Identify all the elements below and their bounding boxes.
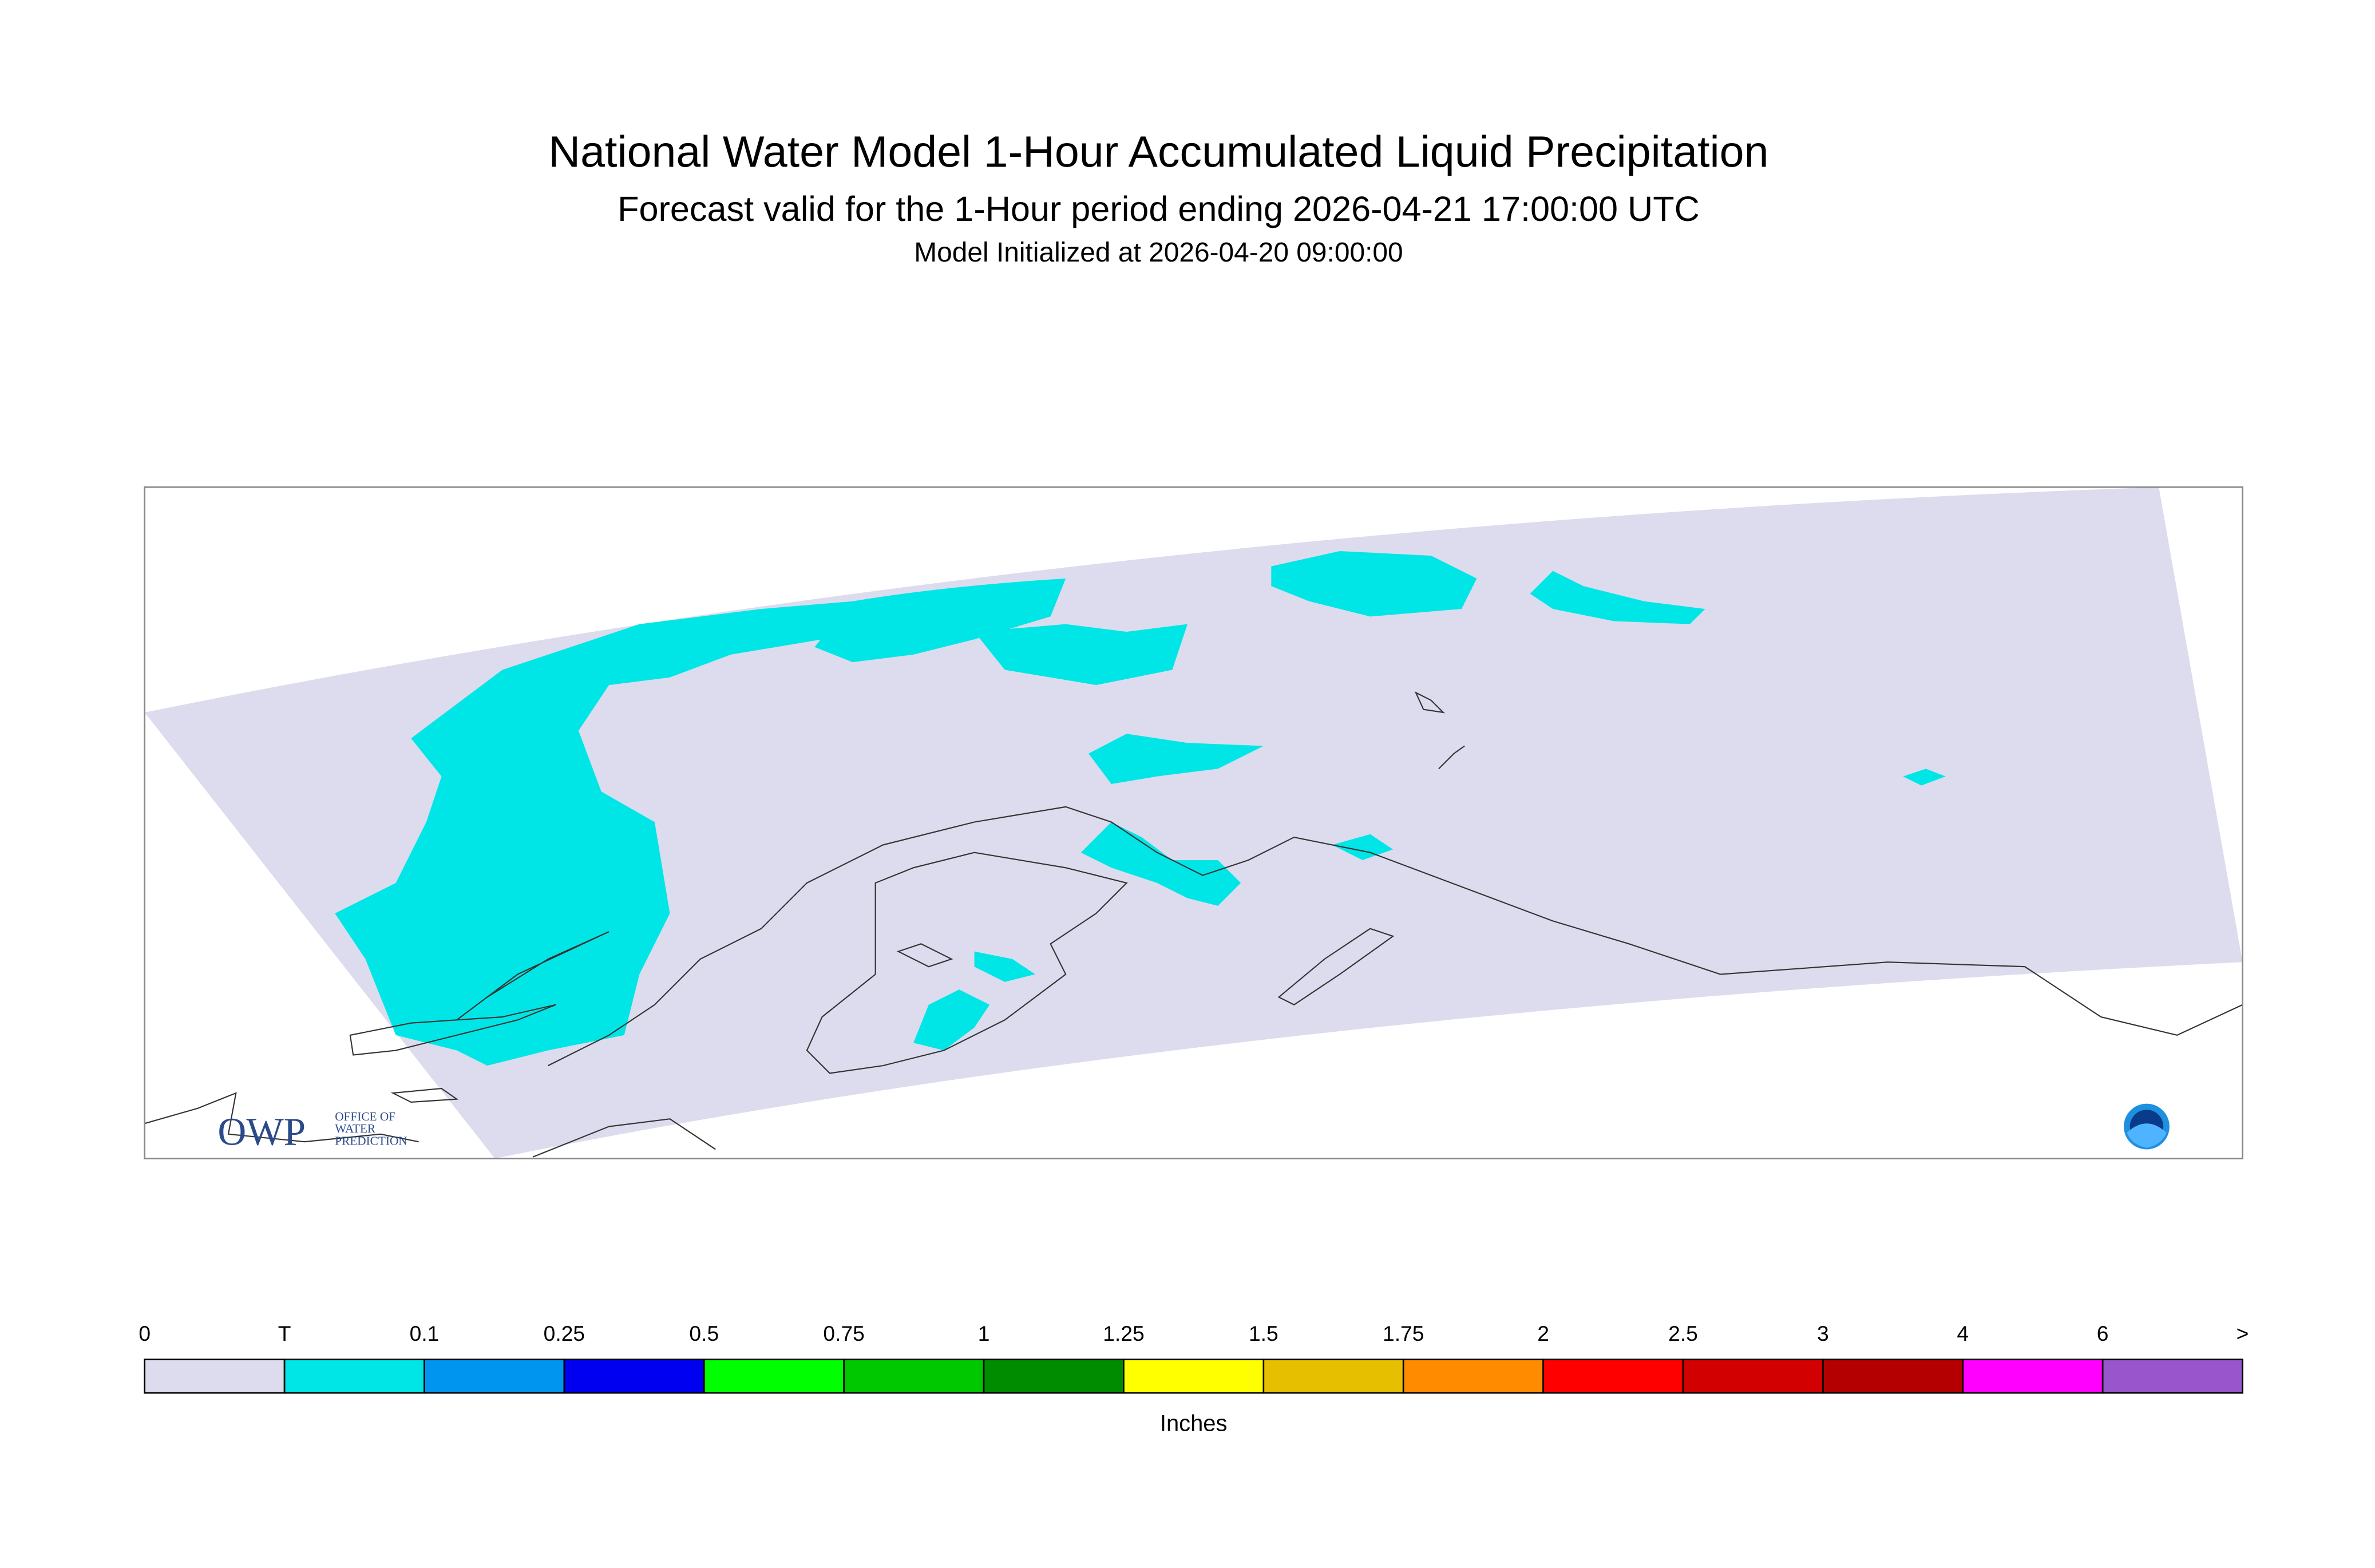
color-box: [2101, 1359, 2243, 1394]
logo-text: OFFICE OF: [335, 1110, 395, 1123]
subtitle: Forecast valid for the 1-Hour period end…: [618, 189, 1700, 228]
colorbar-label: 6: [2097, 1321, 2109, 1345]
color-box: [1822, 1359, 1964, 1394]
init-time: Model Initialized at 2026-04-20 09:00:00: [914, 237, 1403, 268]
coastlines: [144, 691, 2243, 1158]
logo-text: WATER: [335, 1122, 376, 1135]
colorbar-label: 3: [1817, 1321, 1829, 1345]
map-frame: [144, 486, 2243, 1159]
units-label: Inches: [1160, 1411, 1228, 1436]
color-box: [983, 1359, 1125, 1394]
colorbar-label: 0.75: [823, 1321, 864, 1345]
colorbar-label: 0.5: [689, 1321, 719, 1345]
colorbar-label: 2: [1537, 1321, 1549, 1345]
color-box: [843, 1359, 985, 1394]
color-box: [1402, 1359, 1544, 1394]
colorbar-label: T: [278, 1321, 291, 1345]
colorbar-label: 1.25: [1103, 1321, 1144, 1345]
owp-logo: OWP OFFICE OF WATER PREDICTION: [217, 1109, 407, 1153]
color-box: [1682, 1359, 1824, 1394]
precip-areas: [335, 551, 1946, 1066]
color-box: [1262, 1359, 1404, 1394]
colorbar-label: 1: [978, 1321, 990, 1345]
color-box: [703, 1359, 845, 1394]
logo-name: OWP: [217, 1109, 306, 1153]
map: OWP OFFICE OF WATER PREDICTION: [144, 486, 2243, 1159]
title: National Water Model 1-Hour Accumulated …: [548, 128, 1768, 177]
colorbar-label: 1.75: [1383, 1321, 1424, 1345]
color-box: [563, 1359, 705, 1394]
color-box: [1123, 1359, 1265, 1394]
colorbar-label: >: [2237, 1321, 2249, 1345]
colorbar: 0 T 0.1 0.25 0.5 0.75 1 1.25 1.5 1.75 2 2.5 3 4 6 >: [138, 1321, 2249, 1394]
color-box: [1962, 1359, 2104, 1394]
noaa-logo: [2124, 1103, 2170, 1150]
colorbar-label: 0.1: [410, 1321, 440, 1345]
colorbar-label: 1.5: [1249, 1321, 1278, 1345]
logo-text: PREDICTION: [335, 1134, 407, 1147]
color-box: [283, 1359, 425, 1394]
colorbar-label: 4: [1957, 1321, 1969, 1345]
color-box: [423, 1359, 565, 1394]
color-box: [144, 1359, 286, 1394]
colorbar-label: 0: [138, 1321, 151, 1345]
colorbar-label: 2.5: [1668, 1321, 1698, 1345]
colorbar-label: 0.25: [544, 1321, 585, 1345]
color-box: [1542, 1359, 1684, 1394]
